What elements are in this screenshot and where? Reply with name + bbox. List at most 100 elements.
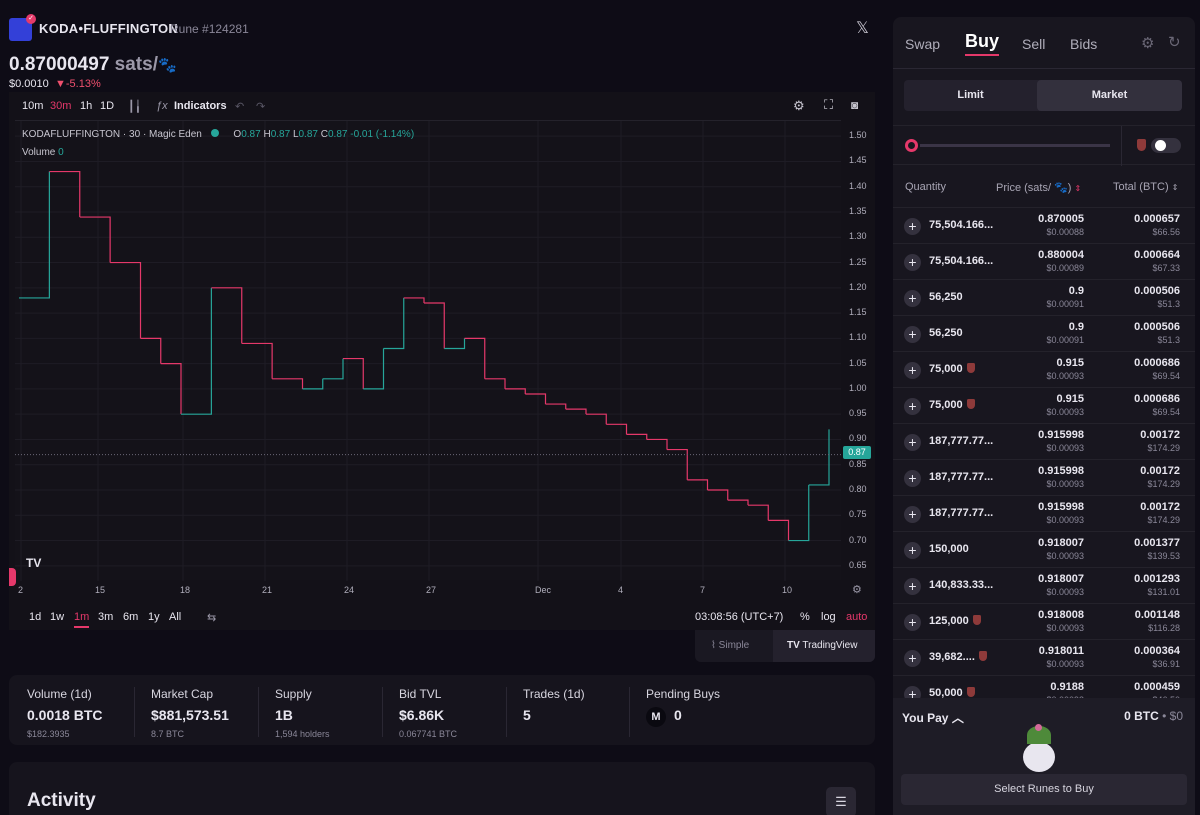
price-segment [586, 413, 607, 425]
row-quantity: 75,000 [929, 363, 975, 375]
add-icon[interactable]: + [904, 290, 921, 307]
add-icon[interactable]: + [904, 254, 921, 271]
tab-sell[interactable]: Sell [1022, 36, 1046, 52]
y-tick-label: 1.30 [849, 231, 867, 242]
volume-legend: Volume 0 [22, 147, 64, 158]
row-quantity: 75,000 [929, 399, 975, 411]
drawer-handle[interactable] [9, 568, 16, 586]
slider-thumb[interactable] [905, 139, 918, 152]
add-icon[interactable]: + [904, 470, 921, 487]
add-icon[interactable]: + [904, 326, 921, 343]
tab-buy[interactable]: Buy [965, 31, 1000, 56]
x-social-icon[interactable]: 𝕏 [856, 20, 869, 37]
orderbook-row[interactable]: +150,000 0.918007 $0.00093 0.001377 $139.53 [893, 531, 1195, 567]
tradingview-view-button[interactable]: TV TradingView [773, 630, 875, 662]
simple-view-button[interactable]: ⌇ Simple [711, 640, 750, 651]
range-all[interactable]: All [169, 611, 182, 623]
orderbook-row[interactable]: +75,504.166... 0.880004 $0.00089 0.000664 $6… [893, 243, 1195, 279]
refresh-icon[interactable]: ↻ [1168, 34, 1181, 51]
interval-30m[interactable]: 30m [50, 100, 72, 112]
row-total: 0.001377 [1134, 537, 1180, 549]
add-icon[interactable]: + [904, 578, 921, 595]
row-price-usd: $0.00091 [1046, 335, 1084, 345]
add-icon[interactable]: + [904, 542, 921, 559]
col-total[interactable]: Total (BTC) ⇕ [1113, 181, 1179, 193]
range-6m[interactable]: 6m [123, 611, 139, 623]
col-price[interactable]: Price (sats/ 🐾) ⇕ [996, 182, 1082, 194]
price-segment [160, 363, 182, 415]
price-display: 0.87000497 sats/🐾 [9, 54, 177, 75]
x-tick-label: 15 [95, 585, 106, 595]
row-total-usd: $51.3 [1157, 335, 1180, 345]
stat-bid-tvl: Bid TVL $6.86K 0.067741 BTC [382, 687, 457, 739]
y-tick-label: 0.65 [849, 559, 867, 570]
fx-icon[interactable]: ƒx [156, 100, 168, 112]
add-icon[interactable]: + [904, 398, 921, 415]
settings-icon[interactable]: ⚙ [1141, 35, 1155, 52]
stats-bar: Volume (1d) 0.0018 BTC $182.3935 Market Ca… [9, 675, 875, 745]
range-1d[interactable]: 1d [29, 611, 42, 623]
orderbook-row[interactable]: +187,777.77... 0.915998 $0.00093 0.00172 $17… [893, 423, 1195, 459]
interval-10m[interactable]: 10m [22, 100, 44, 112]
you-pay-label[interactable]: You Pay ︿ [902, 711, 964, 725]
add-icon[interactable]: + [904, 434, 921, 451]
chart-plot[interactable] [15, 120, 841, 581]
orderbook-row[interactable]: +56,250 0.9 $0.00091 0.000506 $51.3 [893, 315, 1195, 351]
row-total: 0.000506 [1134, 321, 1180, 333]
row-total: 0.00172 [1140, 501, 1180, 513]
tab-bids[interactable]: Bids [1070, 36, 1098, 52]
price-segment [808, 429, 830, 486]
redo-icon[interactable]: ↷ [256, 101, 266, 113]
range-1y[interactable]: 1y [148, 611, 160, 623]
range-1m[interactable]: 1m [74, 611, 90, 628]
orderbook-row[interactable]: +187,777.77... 0.915998 $0.00093 0.00172 $17… [893, 495, 1195, 531]
order-type-market[interactable]: Market [1037, 80, 1182, 111]
orderbook-row[interactable]: +140,833.33... 0.918007 $0.00093 0.001293 $1… [893, 567, 1195, 603]
orderbook-row[interactable]: +75,000 0.915 $0.00093 0.000686 $69.54 [893, 351, 1195, 387]
order-type-limit[interactable]: Limit [957, 89, 984, 101]
orderbook-row[interactable]: +75,000 0.915 $0.00093 0.000686 $69.54 [893, 387, 1195, 423]
filter-icon[interactable]: ☰ [826, 787, 856, 815]
price-segment [606, 423, 628, 435]
shield-toggle[interactable] [1151, 138, 1181, 153]
auto-toggle[interactable]: auto [846, 611, 868, 623]
row-quantity: 56,250 [929, 327, 963, 339]
undo-icon[interactable]: ↶ [235, 101, 245, 113]
row-total-usd: $36.91 [1152, 659, 1180, 669]
interval-1h[interactable]: 1h [80, 100, 93, 112]
price-segment [687, 479, 709, 491]
axis-settings-icon[interactable]: ⚙ [852, 584, 862, 596]
last-price-tag: 0.87 [843, 446, 871, 459]
indicators-button[interactable]: Indicators [174, 100, 227, 112]
orderbook-row[interactable]: +187,777.77... 0.915998 $0.00093 0.00172 $17… [893, 459, 1195, 495]
slider-track[interactable] [920, 144, 1110, 147]
orderbook-row[interactable]: +125,000 0.918008 $0.00093 0.001148 $116.28 [893, 603, 1195, 639]
log-toggle[interactable]: log [821, 611, 836, 623]
orderbook-row[interactable]: +56,250 0.9 $0.00091 0.000506 $51.3 [893, 279, 1195, 315]
add-icon[interactable]: + [904, 506, 921, 523]
range-1w[interactable]: 1w [50, 611, 65, 623]
y-tick-label: 0.95 [849, 408, 867, 419]
orderbook-row[interactable]: +75,504.166... 0.870005 $0.00088 0.000657 $6… [893, 207, 1195, 243]
fullscreen-icon[interactable]: ⛶ [824, 97, 834, 112]
camera-icon[interactable]: ◙ [851, 98, 859, 112]
select-runes-button[interactable]: Select Runes to Buy [901, 774, 1187, 805]
price-segment [768, 519, 790, 541]
row-price-usd: $0.00093 [1046, 407, 1084, 417]
add-icon[interactable]: + [904, 650, 921, 667]
settings-icon[interactable]: ⚙ [793, 98, 805, 113]
add-icon[interactable]: + [904, 614, 921, 631]
date-range-icon[interactable]: ⇆ [207, 612, 217, 624]
range-3m[interactable]: 3m [98, 611, 114, 623]
tab-swap[interactable]: Swap [905, 36, 941, 52]
candle-type-icon[interactable]: ┃╽ [128, 101, 142, 113]
percent-toggle[interactable]: % [800, 611, 810, 623]
price-segment [545, 403, 567, 410]
orderbook-row[interactable]: +39,682.... 0.918011 $0.00093 0.000364 $36.9… [893, 639, 1195, 675]
x-tick-label: Dec [535, 585, 552, 595]
interval-1d[interactable]: 1D [100, 100, 115, 112]
price-segment [19, 171, 50, 299]
add-icon[interactable]: + [904, 218, 921, 235]
shield-icon [966, 399, 975, 409]
add-icon[interactable]: + [904, 362, 921, 379]
